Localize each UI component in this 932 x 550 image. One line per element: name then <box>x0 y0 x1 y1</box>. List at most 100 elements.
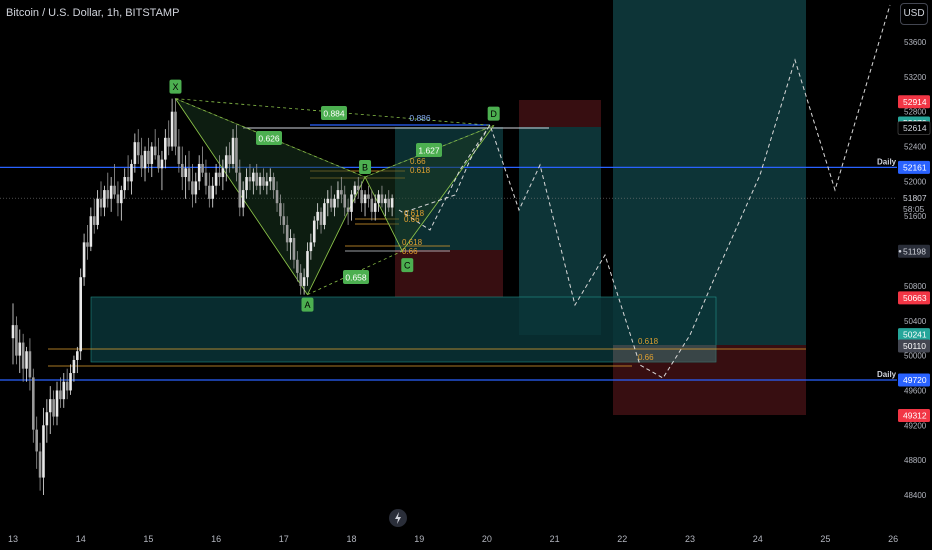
price-label-countdown: 58:05 <box>903 204 925 214</box>
candle-body <box>109 185 113 199</box>
pattern-point-label: C <box>404 261 411 271</box>
candle <box>285 216 289 252</box>
candle <box>235 124 238 182</box>
candle-body <box>387 198 391 208</box>
candle <box>197 155 201 191</box>
candle-body <box>384 198 387 204</box>
fib-label-small-066: 0.66 <box>404 215 420 224</box>
projected-price-path <box>398 4 891 379</box>
price-tick-label: 49600 <box>904 386 927 395</box>
candle <box>11 303 15 365</box>
candle <box>109 177 113 212</box>
candle-body <box>89 216 93 247</box>
candle-body <box>147 150 150 164</box>
candle <box>353 181 357 204</box>
ratio-badge: 0.658 <box>343 270 369 284</box>
candle-body <box>130 163 133 182</box>
price-label-50241: 50241 <box>898 328 930 342</box>
candle-body <box>164 137 167 160</box>
time-tick-label: 22 <box>617 534 627 544</box>
candle-body <box>32 377 35 430</box>
price-tick-label: 50400 <box>904 317 927 326</box>
zones-layer <box>90 0 806 415</box>
candle-body <box>255 172 259 186</box>
candle <box>329 185 333 212</box>
candle <box>184 155 187 199</box>
pattern-point-a: A <box>301 297 314 312</box>
leg-bc <box>364 176 403 252</box>
candle-body <box>367 194 370 199</box>
time-tick-label: 21 <box>550 534 560 544</box>
candle <box>120 185 123 221</box>
candle <box>296 251 299 282</box>
candle <box>350 190 353 221</box>
price-tick-label: 50800 <box>904 282 927 291</box>
candle-body <box>42 425 45 478</box>
candle <box>292 233 296 269</box>
time-axis-bg <box>0 530 897 550</box>
candle <box>390 194 394 217</box>
candle-body <box>214 172 218 186</box>
price-label-text: 50110 <box>903 341 926 351</box>
price-label-52914: 52914 <box>898 95 930 109</box>
candle-body <box>120 190 123 204</box>
projected-secondary-path <box>404 127 489 213</box>
candle <box>194 172 198 204</box>
candle <box>326 190 330 217</box>
candle <box>153 129 157 160</box>
pattern-point-c: C <box>401 258 414 273</box>
candle <box>55 381 59 426</box>
price-label-text: 50241 <box>903 330 927 340</box>
pattern-point-label: B <box>362 163 368 173</box>
time-tick-label: 25 <box>820 534 830 544</box>
candle <box>241 181 245 217</box>
candle <box>180 146 184 191</box>
candle-body <box>326 198 330 204</box>
candle-body <box>285 224 289 243</box>
candle <box>316 203 319 230</box>
candle-body <box>312 220 316 243</box>
time-axis[interactable]: 13 14 15 16 17 18 19 20 21 22 23 24 25 26 <box>0 530 898 550</box>
time-tick-label: 18 <box>346 534 356 544</box>
currency-button[interactable]: USD <box>900 3 928 25</box>
candle-body <box>390 198 394 208</box>
pattern-point-badge <box>169 79 182 94</box>
candle-body <box>231 137 235 164</box>
candle <box>208 172 211 208</box>
candle-body <box>201 163 204 173</box>
pattern-point-label: A <box>304 300 310 310</box>
candle-body <box>336 190 340 199</box>
candle-body <box>79 277 82 352</box>
candle-body <box>380 194 384 204</box>
daily-level-label: Daily <box>877 157 897 166</box>
price-tick-label: 52400 <box>904 143 927 152</box>
candle-body <box>343 194 347 208</box>
candle-body <box>150 146 154 164</box>
candle-body <box>363 194 367 204</box>
candle-body <box>167 137 171 147</box>
price-label-49312: 49312 <box>898 409 930 423</box>
tradingview-logo-icon[interactable] <box>389 509 407 527</box>
price-axis[interactable]: 5360053200528005240052000516005120050800… <box>897 0 932 550</box>
price-label-bg <box>897 121 931 135</box>
candle <box>72 355 76 382</box>
candle-body <box>279 203 282 217</box>
candle <box>174 98 177 156</box>
candle-body <box>340 190 343 195</box>
candle <box>69 364 72 395</box>
candle <box>238 159 242 217</box>
candle <box>147 137 150 173</box>
candle <box>18 329 22 374</box>
candle-body <box>25 351 28 369</box>
candle <box>319 207 323 234</box>
time-tick-label: 24 <box>753 534 763 544</box>
candle-body <box>99 198 103 208</box>
candle <box>231 129 235 169</box>
candle <box>52 390 55 426</box>
leg-ac <box>307 250 403 295</box>
candle-body <box>292 238 296 260</box>
candle <box>65 368 69 400</box>
candle <box>113 163 116 199</box>
